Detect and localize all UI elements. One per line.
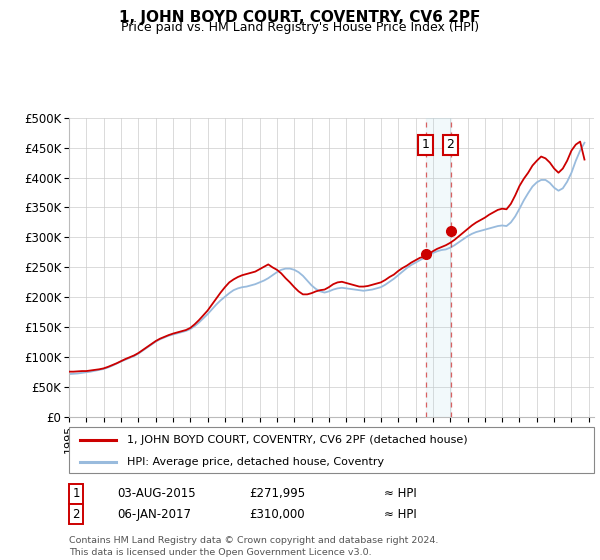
Text: 1, JOHN BOYD COURT, COVENTRY, CV6 2PF: 1, JOHN BOYD COURT, COVENTRY, CV6 2PF [119, 10, 481, 25]
Text: £271,995: £271,995 [249, 487, 305, 501]
Text: 2: 2 [73, 507, 80, 521]
Text: This data is licensed under the Open Government Licence v3.0.: This data is licensed under the Open Gov… [69, 548, 371, 557]
Text: 1: 1 [73, 487, 80, 501]
Text: 06-JAN-2017: 06-JAN-2017 [117, 507, 191, 521]
Bar [425, 118, 451, 417]
Text: £310,000: £310,000 [249, 507, 305, 521]
Text: 1, JOHN BOYD COURT, COVENTRY, CV6 2PF (detached house): 1, JOHN BOYD COURT, COVENTRY, CV6 2PF (d… [127, 435, 467, 445]
FancyBboxPatch shape [69, 427, 594, 473]
Text: HPI: Average price, detached house, Coventry: HPI: Average price, detached house, Cove… [127, 457, 384, 466]
Text: 2: 2 [446, 138, 454, 151]
Text: ≈ HPI: ≈ HPI [384, 507, 417, 521]
Text: 1: 1 [422, 138, 430, 151]
Text: ≈ HPI: ≈ HPI [384, 487, 417, 501]
Text: Contains HM Land Registry data © Crown copyright and database right 2024.: Contains HM Land Registry data © Crown c… [69, 536, 439, 545]
Text: Price paid vs. HM Land Registry's House Price Index (HPI): Price paid vs. HM Land Registry's House … [121, 21, 479, 34]
Text: 03-AUG-2015: 03-AUG-2015 [117, 487, 196, 501]
